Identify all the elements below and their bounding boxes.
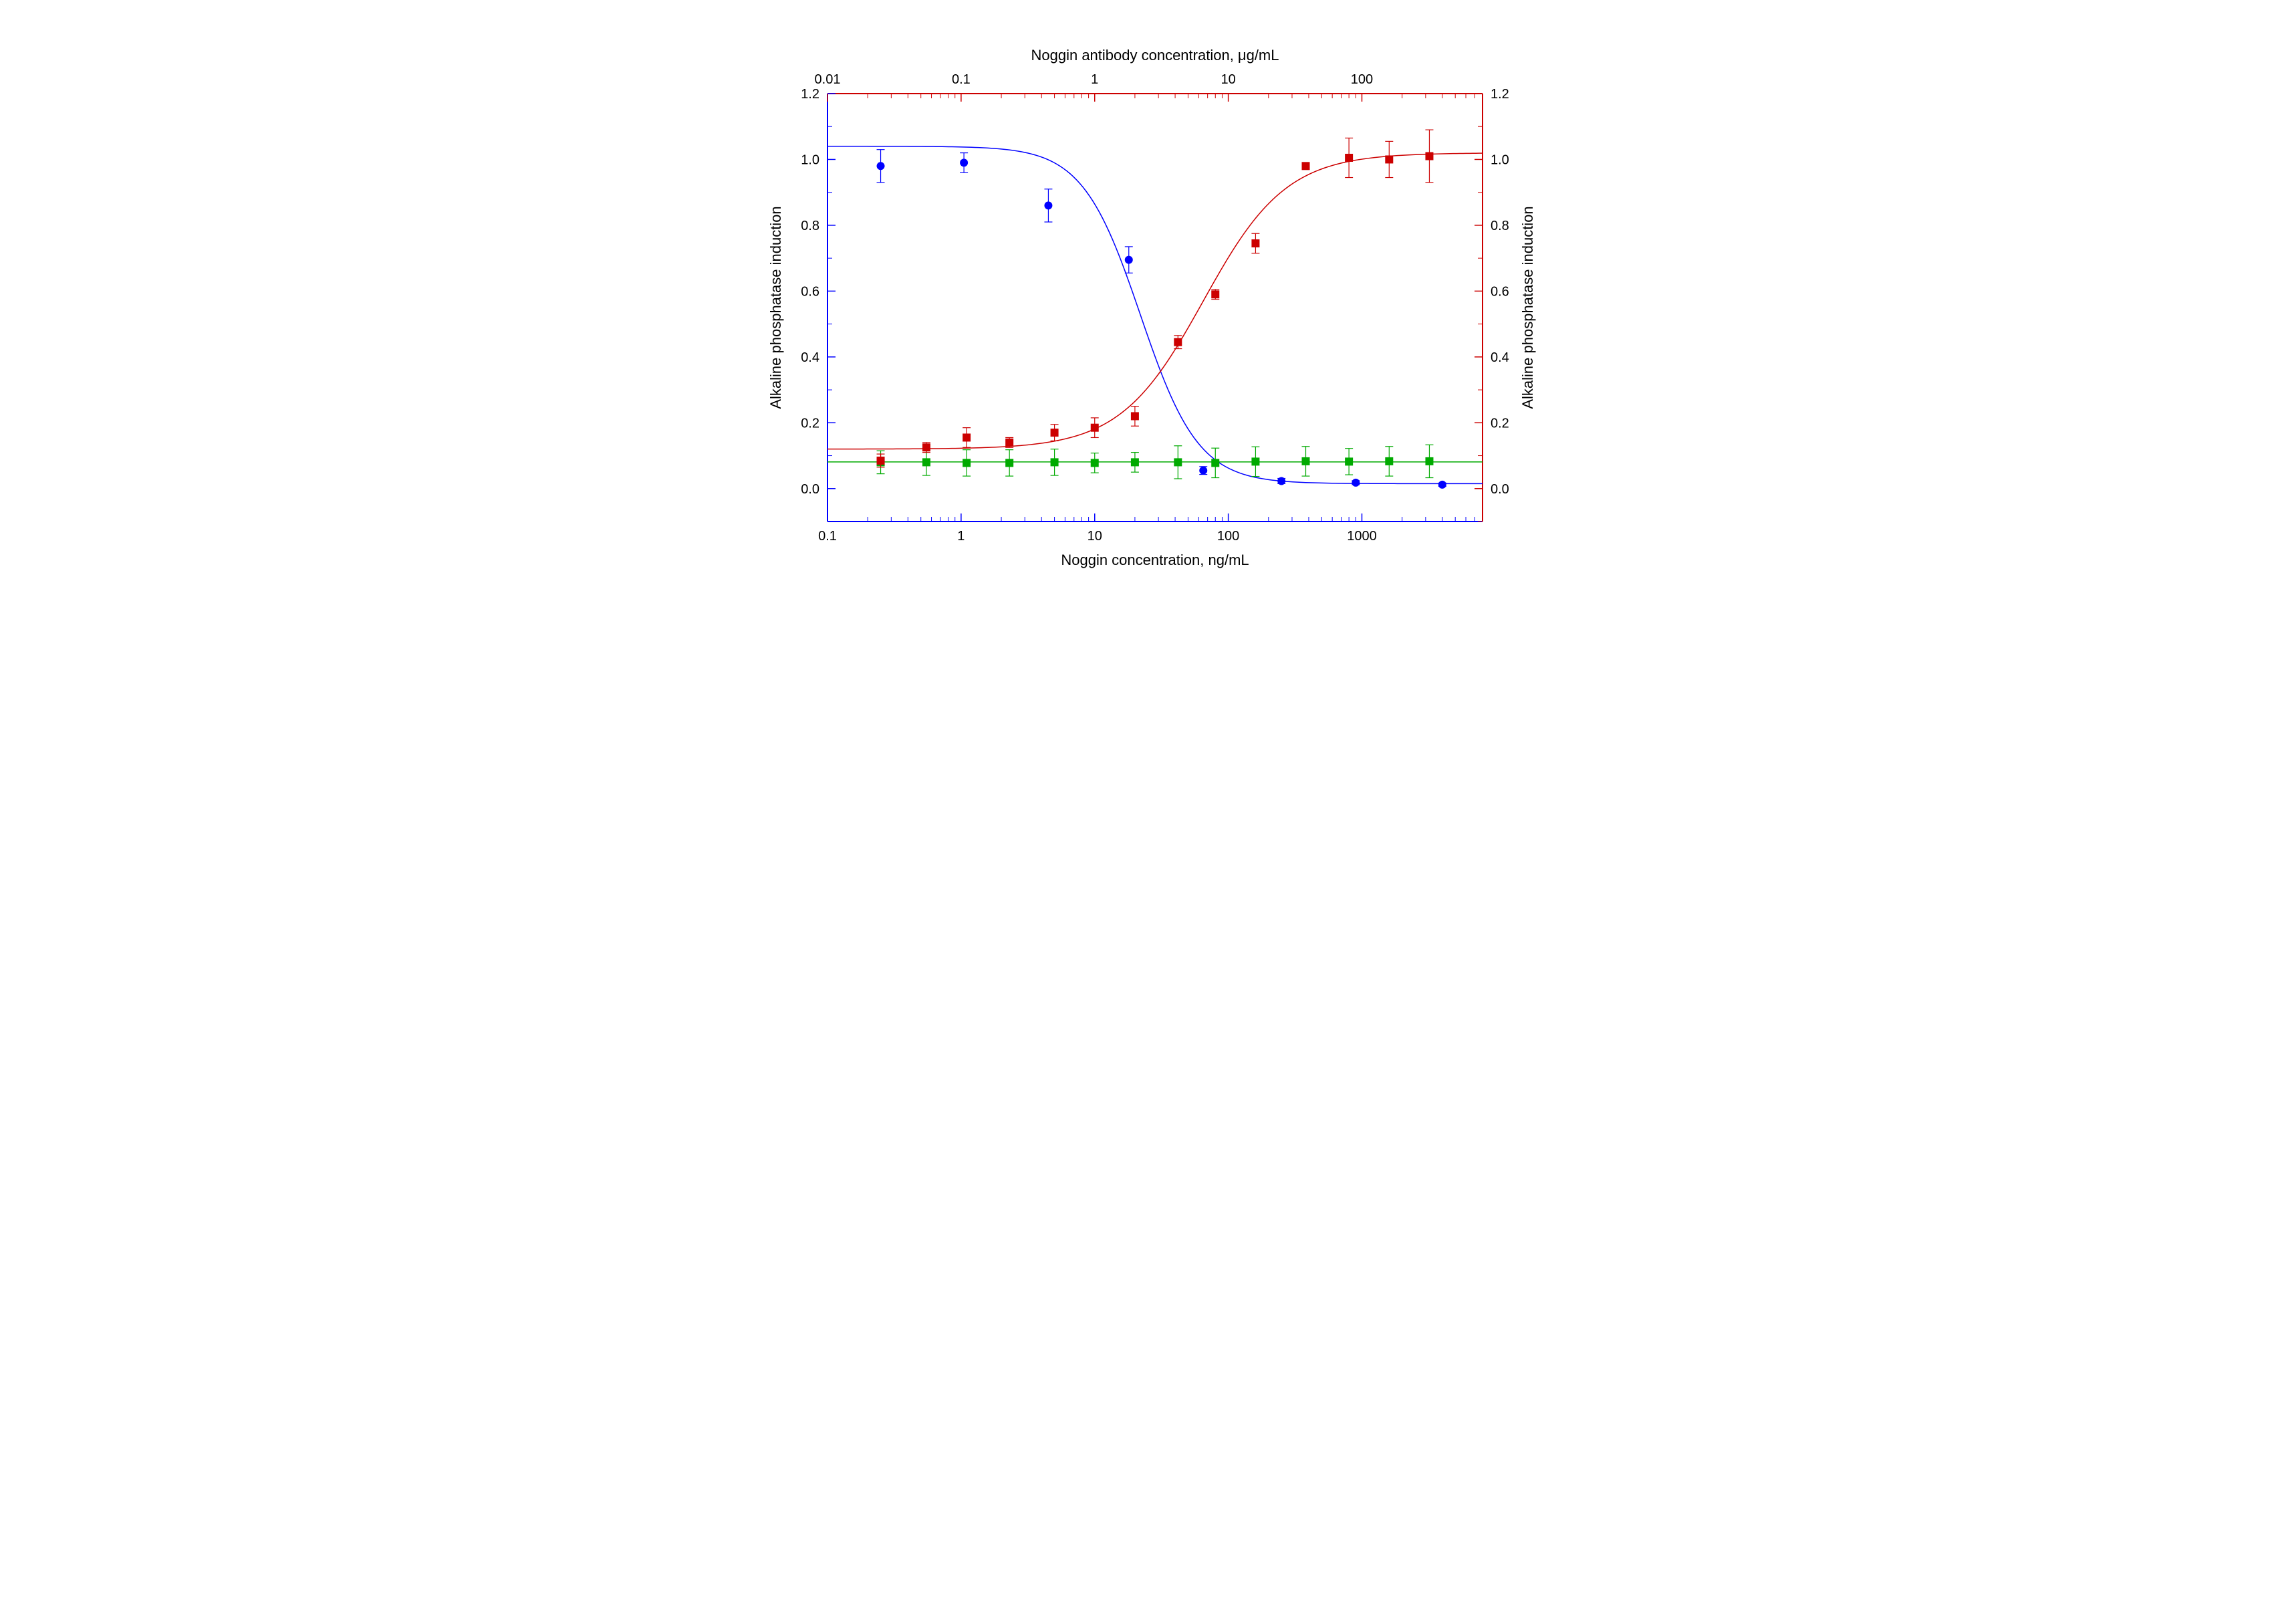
svg-text:0.6: 0.6	[1491, 284, 1509, 299]
svg-text:0.8: 0.8	[1491, 219, 1509, 233]
svg-text:Noggin concentration, ng/mL: Noggin concentration, ng/mL	[1061, 552, 1249, 568]
svg-text:100: 100	[1217, 529, 1239, 544]
svg-text:1.0: 1.0	[1491, 152, 1509, 167]
svg-text:Noggin antibody concentration,: Noggin antibody concentration, μg/mL	[1031, 47, 1279, 64]
svg-text:0.01: 0.01	[814, 72, 840, 87]
svg-text:1000: 1000	[1347, 529, 1377, 544]
svg-text:1: 1	[1091, 72, 1098, 87]
svg-text:0.1: 0.1	[818, 529, 837, 544]
chart-container: 0.1 1 10 100 1000 Noggin concentration, ng/mL…	[747, 27, 1549, 588]
svg-text:0.0: 0.0	[1491, 482, 1509, 497]
dose-response-chart: 0.1 1 10 100 1000 Noggin concentration, ng/mL…	[747, 27, 1549, 588]
svg-text:0.2: 0.2	[801, 416, 819, 431]
svg-text:0.4: 0.4	[1491, 350, 1509, 365]
svg-text:0.2: 0.2	[1491, 416, 1509, 431]
svg-text:0.0: 0.0	[801, 482, 819, 497]
svg-text:10: 10	[1087, 529, 1102, 544]
svg-text:0.1: 0.1	[951, 72, 970, 87]
svg-text:1.0: 1.0	[801, 152, 819, 167]
svg-text:1: 1	[957, 529, 965, 544]
svg-text:Alkaline phosphatase inductio: Alkaline phosphatase induction	[767, 206, 784, 409]
svg-text:0.8: 0.8	[801, 219, 819, 233]
svg-text:10: 10	[1221, 72, 1235, 87]
svg-text:1.2: 1.2	[801, 87, 819, 102]
svg-text:0.4: 0.4	[801, 350, 819, 365]
svg-text:Alkaline phosphatase inductio: Alkaline phosphatase induction	[1519, 206, 1536, 409]
svg-text:1.2: 1.2	[1491, 87, 1509, 102]
svg-text:100: 100	[1350, 72, 1372, 87]
svg-text:0.6: 0.6	[801, 284, 819, 299]
